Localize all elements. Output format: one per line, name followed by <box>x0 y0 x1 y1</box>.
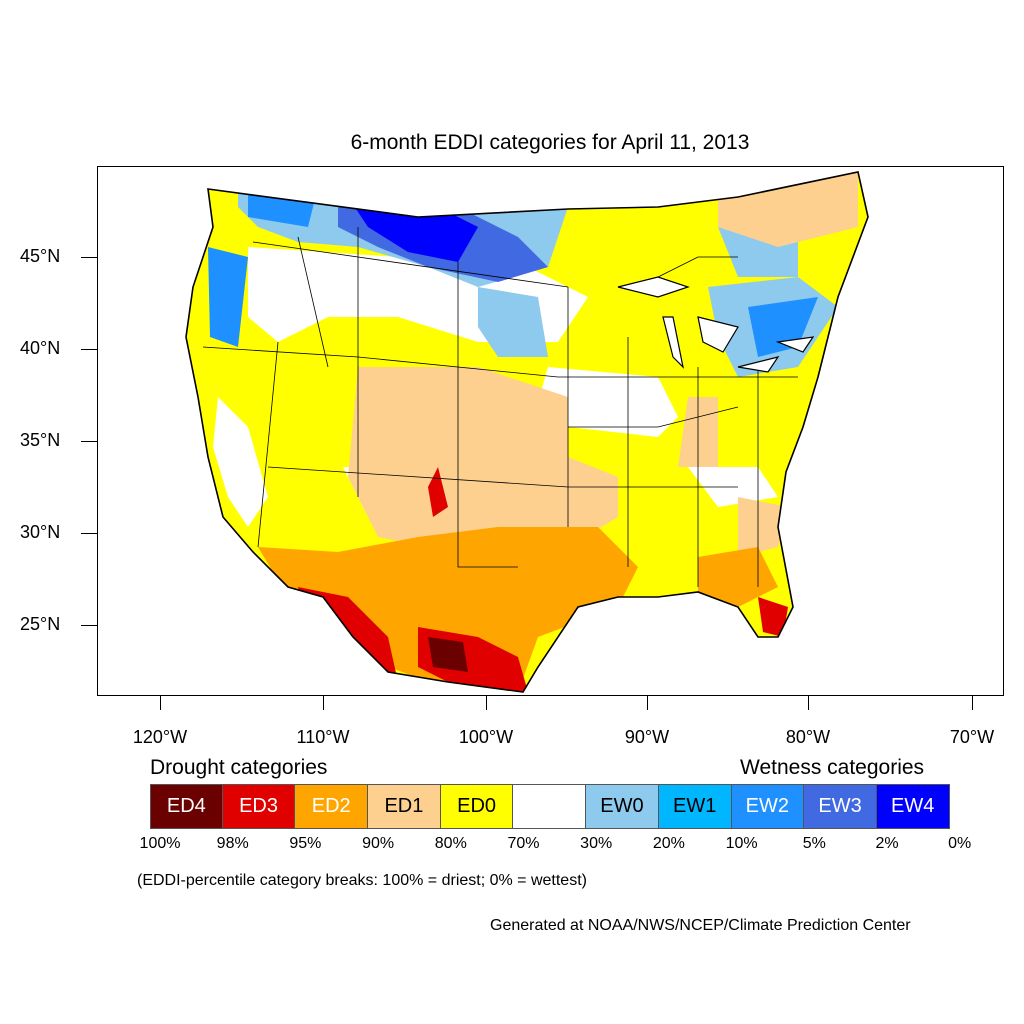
legend-break-label: 98% <box>216 835 249 852</box>
credit-line: Generated at NOAA/NWS/NCEP/Climate Predi… <box>490 917 911 934</box>
lon-tick <box>808 696 809 710</box>
great-lakes <box>617 276 815 373</box>
neutral-region <box>538 367 678 437</box>
lat-tick <box>81 625 97 626</box>
lat-tick <box>81 533 97 534</box>
map-title: 6-month EDDI categories for April 11, 20… <box>350 131 750 154</box>
legend-swatch: EW0 <box>586 784 659 829</box>
lon-label: 110°W <box>296 727 350 747</box>
legend-swatch: EW4 <box>876 784 950 829</box>
lat-label: 45°N <box>20 246 61 266</box>
legend-bar: ED4 ED3 ED2 ED1 ED0 EW0 EW1 EW2 EW3 EW4 <box>150 784 950 829</box>
ed1-region <box>348 367 618 557</box>
legend-swatch: EW2 <box>731 784 805 829</box>
legend-swatch: EW3 <box>804 784 877 829</box>
legend-break-label: 20% <box>652 835 685 852</box>
legend-swatch: ED1 <box>368 784 441 829</box>
legend-break-label: 90% <box>362 835 395 852</box>
neutral-region <box>213 397 268 527</box>
legend-break-label: 100% <box>139 835 181 852</box>
lon-tick <box>160 696 161 710</box>
lat-tick <box>81 349 97 350</box>
lon-label: 70°W <box>949 727 995 747</box>
legend-break-label: 95% <box>289 835 322 852</box>
lon-label: 90°W <box>624 727 670 747</box>
lat-label: 35°N <box>20 430 61 450</box>
ew2-region <box>748 297 818 357</box>
legend-break-label: 0% <box>948 835 972 852</box>
ed1-region <box>738 497 788 557</box>
lat-tick <box>81 441 97 442</box>
legend-swatch: ED0 <box>440 784 514 829</box>
ed3-region <box>428 467 448 517</box>
coastline <box>185 171 869 693</box>
map-panel <box>97 166 1004 696</box>
lon-label: 100°W <box>458 727 514 747</box>
drought-heading: Drought categories <box>150 756 328 779</box>
legend-swatch: EW1 <box>658 784 732 829</box>
wetness-heading: Wetness categories <box>740 756 925 779</box>
lat-label: 40°N <box>20 338 61 358</box>
eddi-map <box>185 171 869 693</box>
legend-break-label: 30% <box>580 835 613 852</box>
legend-break-label: 80% <box>434 835 467 852</box>
legend-swatch: ED4 <box>150 784 223 829</box>
lon-label: 80°W <box>785 727 831 747</box>
legend-break-label: 70% <box>507 835 540 852</box>
lon-tick <box>486 696 487 710</box>
lon-tick <box>972 696 973 710</box>
lat-label: 25°N <box>20 614 61 634</box>
ed3-region <box>758 597 788 637</box>
legend-swatch: ED3 <box>222 784 296 829</box>
ew0-region <box>478 287 548 357</box>
lat-tick <box>81 257 97 258</box>
legend-break-label: 10% <box>725 835 758 852</box>
legend-swatch: ED2 <box>295 784 369 829</box>
legend-break-label: 2% <box>875 835 899 852</box>
ed4-region <box>428 637 468 672</box>
legend-note: (EDDI-percentile category breaks: 100% =… <box>137 872 587 889</box>
lon-label: 120°W <box>132 727 188 747</box>
lon-tick <box>323 696 324 710</box>
ew2-region <box>208 247 248 347</box>
legend-swatch <box>513 784 587 829</box>
lon-tick <box>647 696 648 710</box>
lat-label: 30°N <box>20 522 61 542</box>
state-borders <box>202 227 798 587</box>
legend-break-label: 5% <box>802 835 826 852</box>
